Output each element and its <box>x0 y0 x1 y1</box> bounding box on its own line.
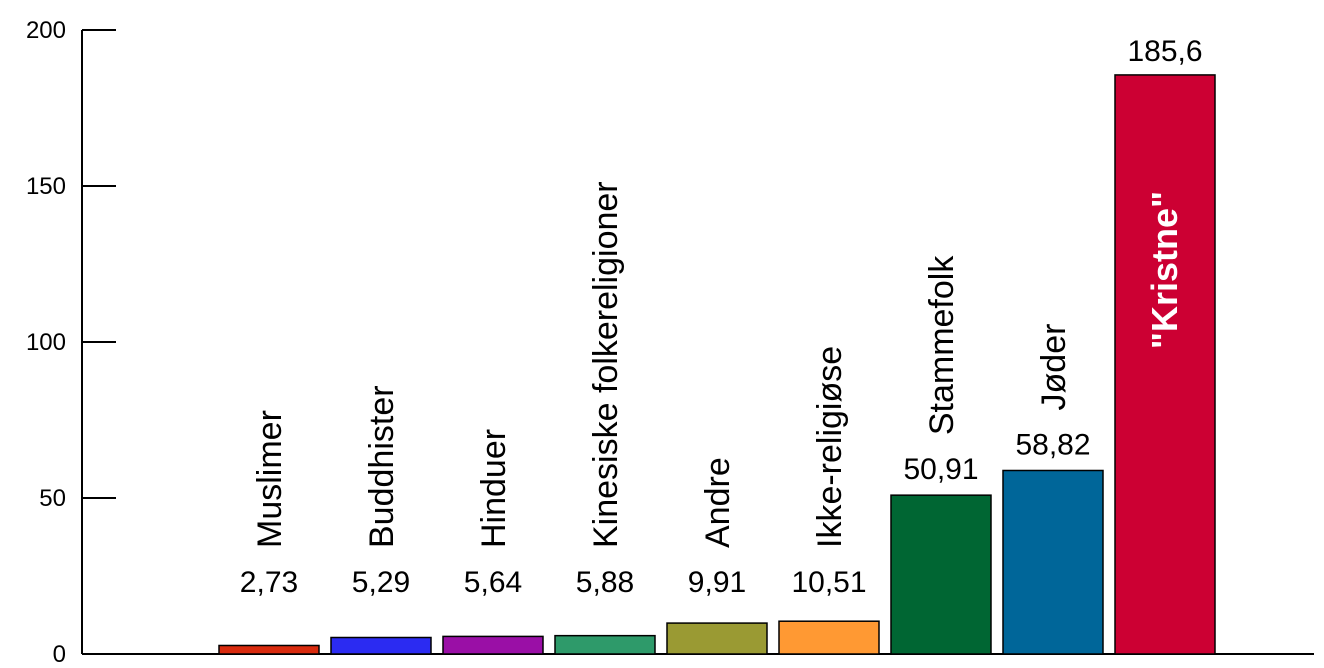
y-tick-label: 150 <box>26 173 66 200</box>
category-label: Ikke-religiøse <box>811 346 849 548</box>
labels: 2,73 Muslimer 5,29 Buddhister 5,64 Hinduer 5,8… <box>240 35 1203 599</box>
value-label: 9,91 <box>688 566 746 599</box>
bar <box>218 644 320 655</box>
value-label: 185,6 <box>1127 35 1202 68</box>
value-label: 58,82 <box>1015 428 1090 461</box>
category-label: Buddhister <box>363 385 401 548</box>
y-tick-label: 100 <box>26 329 66 356</box>
y-tick-label: 200 <box>26 17 66 44</box>
value-label: 50,91 <box>903 453 978 486</box>
category-label: "Kristne" <box>1144 191 1185 349</box>
bar <box>330 636 432 655</box>
bar <box>778 620 880 655</box>
bar <box>1002 469 1104 655</box>
bar <box>666 622 768 655</box>
bar <box>442 635 544 655</box>
value-label: 10,51 <box>791 566 866 599</box>
category-label: Muslimer <box>251 410 289 548</box>
category-label: Kinesiske folkereligioner <box>587 181 625 548</box>
category-label: Jøder <box>1035 324 1073 411</box>
category-label: Stammefolk <box>923 255 961 435</box>
category-label: Hinduer <box>475 429 513 548</box>
value-label: 2,73 <box>240 566 298 599</box>
value-label: 5,88 <box>576 566 634 599</box>
bars <box>218 74 1216 655</box>
y-tick-label: 0 <box>53 641 66 663</box>
category-label: Andre <box>699 457 737 548</box>
value-label: 5,64 <box>464 566 522 599</box>
bar <box>890 494 992 655</box>
bar <box>554 634 656 655</box>
bar <box>1114 74 1216 655</box>
value-label: 5,29 <box>352 566 410 599</box>
y-tick-label: 50 <box>39 485 66 512</box>
